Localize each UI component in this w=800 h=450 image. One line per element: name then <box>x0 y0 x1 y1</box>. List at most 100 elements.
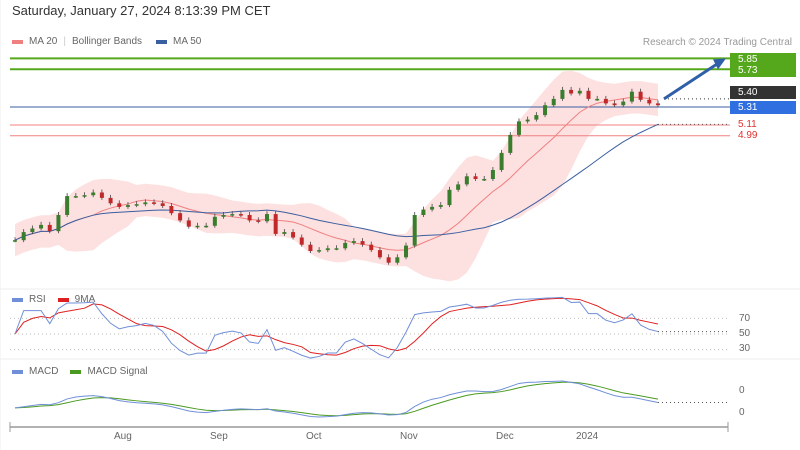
legend-9ma: 9MA <box>74 294 96 305</box>
candle-body <box>82 195 87 197</box>
candle-body <box>134 204 139 206</box>
rsi-swatch <box>12 297 23 302</box>
candle-body <box>247 215 252 221</box>
legend-separator: | <box>63 36 66 47</box>
candle-body <box>508 134 513 153</box>
candle-body <box>39 224 44 229</box>
pivot-tag: 5.31 <box>730 101 796 114</box>
candle-body <box>230 214 235 216</box>
candle-body <box>560 89 565 99</box>
candle-body <box>386 257 391 263</box>
candle-body <box>186 220 191 227</box>
candle-body <box>421 209 426 215</box>
forecast-arrow-head <box>713 58 726 70</box>
candle-body <box>412 215 417 246</box>
credit-text: Research © 2024 Trading Central <box>642 37 792 48</box>
candle-body <box>212 216 217 226</box>
last-price-tag: 5.40 <box>730 86 796 99</box>
legend-macd-signal: MACD Signal <box>87 366 148 377</box>
candle-body <box>317 250 322 252</box>
x-tick-sep: Sep <box>210 431 228 442</box>
ma50-line <box>14 123 659 241</box>
resistance-tag: 5.85 5.73 <box>730 53 796 77</box>
candle-body <box>13 240 17 242</box>
candle-body <box>516 121 521 135</box>
candle-body <box>99 192 104 198</box>
rsi-legend: RSI 9MA <box>12 294 95 305</box>
candle-body <box>447 189 452 206</box>
candle-body <box>551 98 556 106</box>
candle-body <box>586 90 591 99</box>
candle-body <box>482 179 487 181</box>
candle-body <box>595 98 600 101</box>
candle-body <box>577 90 582 94</box>
candle-body <box>169 206 174 214</box>
legend-ma50: MA 50 <box>173 36 202 47</box>
x-tick-nov: Nov <box>400 431 418 442</box>
candle-body <box>647 99 652 104</box>
support-2-label: 4.99 <box>738 130 758 141</box>
legend-macd: MACD <box>29 366 59 377</box>
ma50-swatch <box>156 39 168 44</box>
candle-body <box>73 196 78 198</box>
candle-body <box>308 244 313 251</box>
candle-body <box>543 105 548 116</box>
macd-legend: MACD MACD Signal <box>12 366 147 377</box>
candle-body <box>612 103 617 106</box>
candle-body <box>343 242 348 249</box>
candle-body <box>91 192 96 196</box>
candle-body <box>256 220 261 222</box>
rsi-tick-30: 30 <box>739 343 751 354</box>
candle-body <box>195 225 200 228</box>
candle-body <box>430 206 435 210</box>
candle-body <box>178 213 183 221</box>
candle-body <box>638 91 643 100</box>
x-tick-oct: Oct <box>306 431 322 442</box>
candle-body <box>299 237 304 245</box>
candle-body <box>603 98 608 104</box>
candle-body <box>360 241 365 245</box>
ma20-line <box>14 96 659 251</box>
rsi-ma-swatch <box>57 297 69 302</box>
candle-body <box>204 225 209 228</box>
macd-signal-swatch <box>70 369 82 374</box>
ma20-swatch <box>12 39 23 44</box>
candle-body <box>473 176 478 179</box>
main-legend: MA 20 | Bollinger Bands MA 50 <box>12 36 201 47</box>
candle-body <box>152 202 157 204</box>
candle-body <box>264 214 269 222</box>
rsi-9ma-line <box>14 297 659 356</box>
x-tick-aug: Aug <box>114 431 132 442</box>
candle-body <box>334 248 339 250</box>
macd-tick-lower: 0 <box>739 407 745 418</box>
rsi-tick-70: 70 <box>739 313 751 324</box>
candle-body <box>47 224 52 232</box>
candle-body <box>30 228 35 233</box>
macd-line <box>14 380 659 418</box>
candle-body <box>490 170 495 179</box>
candle-body <box>160 203 165 206</box>
candle-body <box>464 176 469 185</box>
candle-body <box>143 202 148 205</box>
candle-body <box>438 205 443 207</box>
candle-body <box>221 215 226 217</box>
candle-body <box>404 245 409 258</box>
resistance-low-label: 5.73 <box>738 65 758 76</box>
candle-body <box>525 119 530 122</box>
candle-body <box>21 232 26 241</box>
candle-body <box>369 244 374 251</box>
legend-ma20: MA 20 <box>29 36 58 47</box>
candle-body <box>534 115 539 120</box>
candle-body <box>569 89 574 94</box>
candle-body <box>395 257 400 263</box>
candle-body <box>499 152 504 170</box>
candle-body <box>108 197 113 204</box>
support-1-label: 5.11 <box>738 119 757 130</box>
candle-body <box>291 232 296 238</box>
candle-body <box>621 101 626 106</box>
candle-body <box>125 205 130 207</box>
candle-body <box>656 103 660 106</box>
candle-body <box>629 91 634 102</box>
